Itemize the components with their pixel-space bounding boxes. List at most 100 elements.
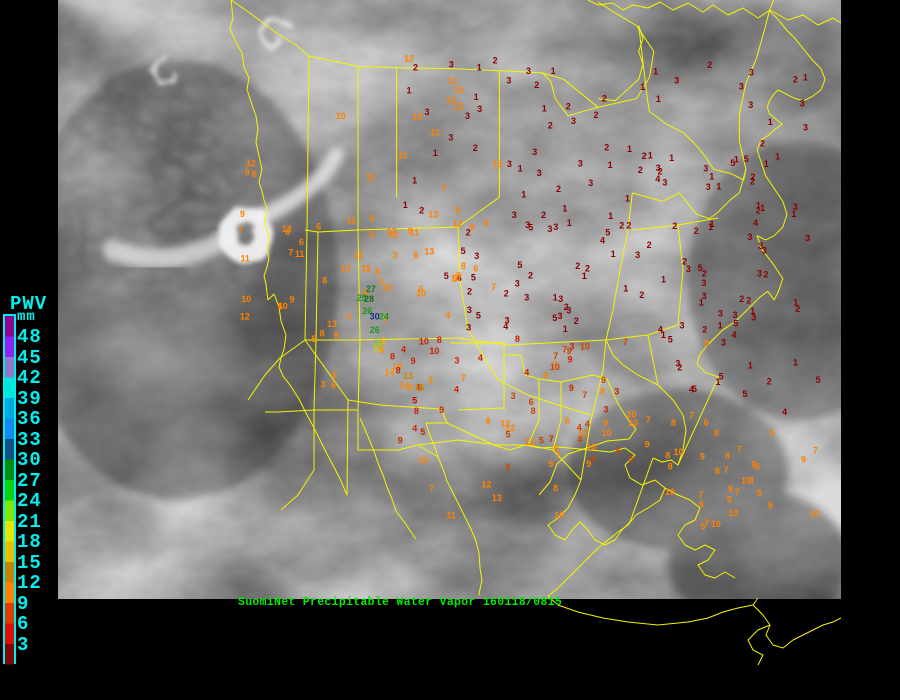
svg-text:9: 9 <box>768 501 773 511</box>
svg-text:9: 9 <box>704 339 709 349</box>
svg-text:5: 5 <box>476 311 481 321</box>
svg-text:3: 3 <box>378 277 383 287</box>
svg-text:7: 7 <box>646 415 651 425</box>
svg-text:10: 10 <box>454 85 464 95</box>
svg-text:11: 11 <box>347 216 357 226</box>
svg-text:8: 8 <box>671 418 676 428</box>
svg-text:5: 5 <box>412 395 417 405</box>
svg-text:9: 9 <box>439 405 444 415</box>
svg-text:2: 2 <box>548 121 553 131</box>
svg-text:3: 3 <box>680 320 685 330</box>
svg-text:3: 3 <box>635 250 640 260</box>
svg-text:3: 3 <box>321 380 326 390</box>
svg-text:1: 1 <box>608 160 613 170</box>
svg-text:2: 2 <box>638 165 643 175</box>
svg-text:3: 3 <box>748 100 753 110</box>
svg-text:3: 3 <box>662 177 667 187</box>
svg-text:13: 13 <box>492 493 502 503</box>
svg-text:3: 3 <box>739 82 744 92</box>
svg-text:2: 2 <box>763 270 768 280</box>
svg-text:8: 8 <box>553 483 558 493</box>
svg-text:7: 7 <box>429 483 434 493</box>
svg-text:1: 1 <box>562 204 567 214</box>
svg-text:2: 2 <box>707 60 712 70</box>
svg-text:1: 1 <box>669 153 674 163</box>
svg-text:3: 3 <box>449 59 454 69</box>
svg-text:4: 4 <box>478 353 483 363</box>
svg-text:6: 6 <box>299 237 304 247</box>
svg-text:11: 11 <box>354 250 364 260</box>
svg-text:7: 7 <box>555 450 560 460</box>
svg-text:7: 7 <box>724 465 729 475</box>
svg-text:10: 10 <box>418 455 428 465</box>
svg-text:5: 5 <box>517 260 522 270</box>
svg-text:1: 1 <box>768 117 773 127</box>
svg-text:1: 1 <box>563 324 568 334</box>
svg-text:3: 3 <box>578 159 583 169</box>
svg-text:2: 2 <box>566 102 571 112</box>
svg-text:4: 4 <box>454 384 459 394</box>
svg-text:9: 9 <box>407 382 412 392</box>
svg-text:5: 5 <box>816 375 821 385</box>
svg-text:3: 3 <box>425 107 430 117</box>
svg-text:5: 5 <box>379 345 384 355</box>
svg-text:9: 9 <box>601 375 606 385</box>
svg-text:13: 13 <box>327 319 337 329</box>
svg-text:9: 9 <box>398 436 403 446</box>
svg-text:1: 1 <box>623 284 628 294</box>
svg-text:3: 3 <box>706 182 711 192</box>
svg-text:9: 9 <box>290 294 295 304</box>
svg-text:2: 2 <box>746 296 751 306</box>
svg-text:9: 9 <box>505 462 510 472</box>
svg-text:5: 5 <box>733 318 738 328</box>
svg-text:2: 2 <box>541 210 546 220</box>
svg-text:3: 3 <box>805 233 810 243</box>
svg-text:6: 6 <box>704 418 709 428</box>
svg-text:1: 1 <box>627 144 632 154</box>
svg-text:2: 2 <box>767 377 772 387</box>
svg-text:2: 2 <box>594 110 599 120</box>
svg-text:1: 1 <box>718 320 723 330</box>
svg-text:7: 7 <box>735 487 740 497</box>
svg-text:9: 9 <box>334 330 339 340</box>
svg-text:5: 5 <box>770 428 775 438</box>
svg-text:5: 5 <box>701 522 706 532</box>
svg-text:2: 2 <box>793 75 798 85</box>
svg-text:3: 3 <box>525 220 530 230</box>
svg-text:1: 1 <box>661 275 666 285</box>
svg-text:6: 6 <box>252 169 257 179</box>
svg-text:8: 8 <box>486 416 491 426</box>
svg-text:8: 8 <box>375 267 380 277</box>
svg-text:2: 2 <box>467 286 472 296</box>
svg-text:6: 6 <box>699 499 704 509</box>
svg-text:8: 8 <box>437 335 442 345</box>
svg-text:1: 1 <box>567 218 572 228</box>
svg-text:2: 2 <box>682 257 687 267</box>
svg-text:4: 4 <box>445 311 450 321</box>
svg-text:3: 3 <box>526 66 531 76</box>
svg-text:15: 15 <box>414 382 424 392</box>
svg-text:1: 1 <box>407 86 412 96</box>
svg-text:10: 10 <box>419 337 429 347</box>
svg-text:7: 7 <box>365 265 370 275</box>
svg-text:1: 1 <box>656 94 661 104</box>
svg-text:9: 9 <box>751 460 756 470</box>
svg-text:13: 13 <box>428 210 438 220</box>
svg-text:1: 1 <box>625 193 630 203</box>
svg-text:3: 3 <box>553 222 558 232</box>
svg-text:11: 11 <box>366 172 376 182</box>
svg-text:2: 2 <box>534 80 539 90</box>
svg-text:5: 5 <box>471 273 476 283</box>
svg-text:3: 3 <box>749 67 754 77</box>
svg-text:7: 7 <box>623 337 628 347</box>
svg-text:4: 4 <box>732 330 737 340</box>
svg-text:8: 8 <box>461 261 466 271</box>
svg-text:6: 6 <box>455 206 460 216</box>
svg-text:7: 7 <box>562 345 567 355</box>
svg-text:11: 11 <box>389 229 399 239</box>
svg-text:10: 10 <box>412 112 422 122</box>
svg-text:3: 3 <box>524 293 529 303</box>
svg-text:3: 3 <box>604 405 609 415</box>
svg-text:11: 11 <box>430 127 440 137</box>
svg-text:3: 3 <box>448 132 453 142</box>
